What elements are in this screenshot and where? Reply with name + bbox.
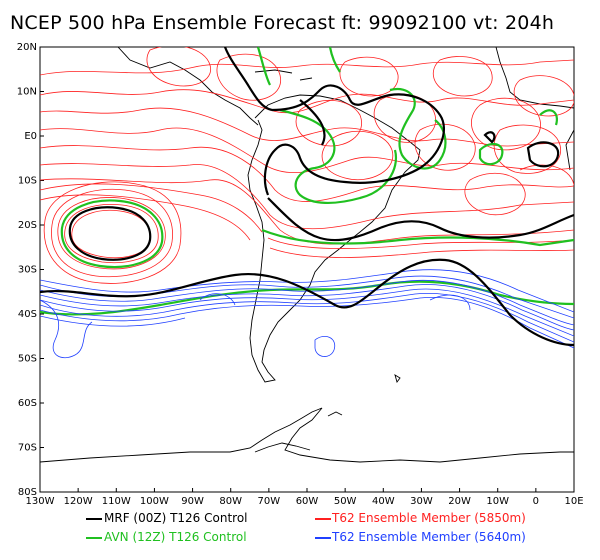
lat-label: 70S — [18, 443, 37, 454]
legend-label-avn: AVN (12Z) T126 Control — [104, 530, 247, 544]
lat-label: 60S — [18, 398, 37, 409]
lat-label: 10S — [18, 176, 37, 187]
legend-swatch-mrf — [86, 518, 102, 520]
lon-label: 110W — [102, 496, 131, 507]
legend-label-blue-ensemble: T62 Ensemble Member (5640m) — [332, 530, 526, 544]
lat-label: 20N — [17, 42, 37, 53]
lat-label: 50S — [18, 354, 37, 365]
lat-label: 10N — [17, 87, 37, 98]
lon-label: 60W — [296, 496, 319, 507]
lon-label: 30W — [410, 496, 433, 507]
lon-label: 80W — [219, 496, 242, 507]
legend-swatch-red-ensemble — [315, 518, 331, 520]
legend: MRF (00Z) T126 Control T62 Ensemble Memb… — [0, 508, 600, 558]
lon-label: 40W — [372, 496, 395, 507]
lon-label: 100W — [140, 496, 169, 507]
lon-label: 20W — [448, 496, 471, 507]
lat-label: 40S — [18, 309, 37, 320]
longitude-labels: 130W 120W 110W 100W 90W 80W 70W 60W 50W 40W 30W 20W… — [26, 496, 584, 507]
latitude-labels: 20N 10N E0 10S 20S 30S 40S 50S 60S 70S 80S — [17, 42, 37, 498]
legend-label-red-ensemble: T62 Ensemble Member (5850m) — [332, 511, 526, 525]
avn-control-contours — [40, 47, 574, 316]
legend-label-mrf: MRF (00Z) T126 Control — [104, 511, 248, 525]
map-title: NCEP 500 hPa Ensemble Forecast ft: 99092… — [10, 12, 555, 34]
lon-label: 50W — [334, 496, 357, 507]
lon-label: 130W — [26, 496, 55, 507]
blue-ensemble-contours — [40, 269, 574, 359]
lat-label: 30S — [18, 265, 37, 276]
lon-label: 10E — [564, 496, 583, 507]
legend-swatch-avn — [86, 537, 102, 539]
lon-label: 90W — [181, 496, 204, 507]
lat-label: 20S — [18, 220, 37, 231]
lat-label: E0 — [24, 131, 37, 142]
lon-label: 0 — [533, 496, 539, 507]
lat-label: 80S — [18, 487, 37, 498]
lon-label: 120W — [64, 496, 93, 507]
ensemble-map: 20N 10N E0 10S 20S 30S 40S 50S 60S 70S 80S 130W 120… — [17, 42, 584, 507]
lon-label: 70W — [258, 496, 281, 507]
legend-swatch-blue-ensemble — [315, 537, 331, 539]
axis-ticks — [39, 46, 575, 493]
map-frame — [39, 46, 575, 493]
mrf-control-contours — [40, 47, 574, 347]
lon-label: 10W — [486, 496, 509, 507]
